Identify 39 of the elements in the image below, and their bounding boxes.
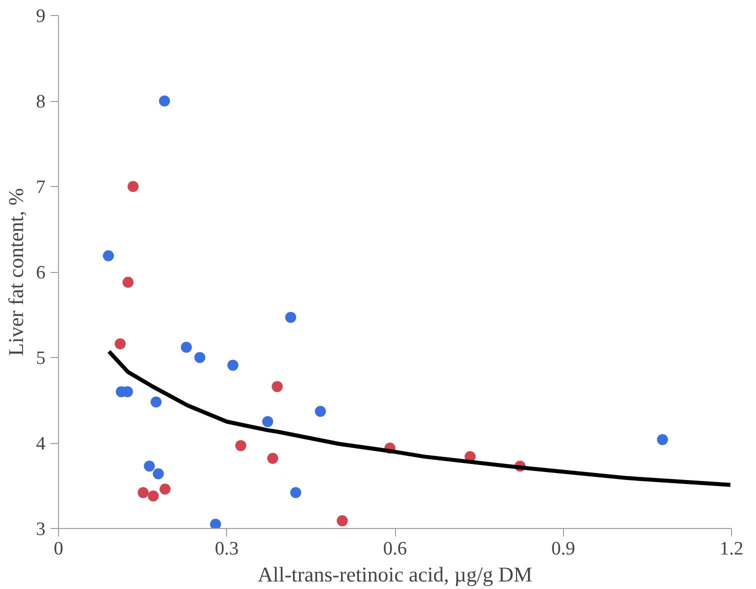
point: [158, 96, 170, 106]
x-tick-label: 0.6: [383, 538, 407, 560]
point: [285, 312, 296, 323]
y-tick-label: 8: [36, 92, 46, 112]
point: [290, 487, 302, 498]
point: [336, 515, 348, 526]
y-tick-label: 5: [36, 348, 46, 369]
point: [150, 396, 162, 408]
x-tick-label: 0.3: [214, 538, 239, 560]
x-tick-label: 0: [54, 538, 64, 560]
y-tick-label: 6: [36, 262, 46, 284]
point: [102, 250, 114, 262]
point: [210, 518, 222, 528]
point: [114, 338, 126, 350]
y-axis-title: Liver fat content, %: [4, 188, 28, 356]
point: [128, 181, 139, 192]
point: [227, 360, 238, 371]
point: [122, 276, 134, 288]
point: [314, 406, 326, 417]
line-series: [106, 350, 732, 487]
y-tick-label: 9: [36, 6, 46, 27]
point: [194, 352, 206, 363]
point: [262, 416, 274, 428]
x-axis-title: All-trans-retinoic acid, µg/g DM: [258, 562, 533, 586]
y-tick-label: 3: [36, 519, 46, 540]
point: [272, 381, 283, 392]
point: [160, 484, 171, 495]
x-tick-label: 0.9: [551, 538, 576, 560]
point: [657, 434, 668, 446]
point: [267, 452, 278, 464]
point: [180, 342, 192, 353]
point: [138, 487, 149, 498]
point: [144, 460, 155, 472]
x-tick-label: 1.2: [720, 538, 744, 560]
y-tick-label: 4: [36, 434, 46, 454]
y-tick-label: 7: [36, 177, 46, 198]
point: [148, 490, 159, 502]
point: [235, 440, 246, 452]
point: [152, 468, 164, 480]
